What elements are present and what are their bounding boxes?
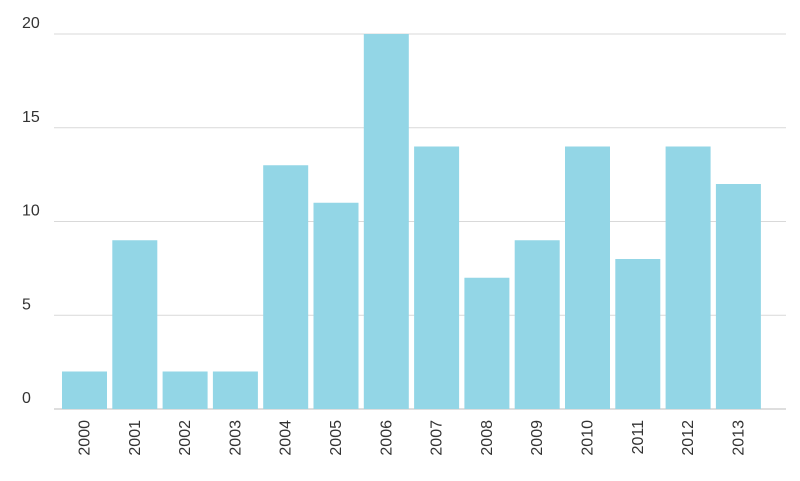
x-tick-label: 2007 (429, 420, 446, 456)
bar-2012 (665, 146, 711, 409)
bar-2002 (162, 371, 208, 409)
bar-2011 (615, 259, 661, 409)
y-axis: 0 5 10 15 20 (22, 15, 40, 407)
y-tick-label: 5 (22, 296, 31, 313)
bar-2003 (212, 371, 258, 409)
x-axis: 2000 2001 2002 2003 2004 2005 2006 2007 2008 2009… (77, 420, 748, 456)
bar-2001 (112, 240, 158, 409)
bar-2004 (263, 165, 309, 409)
x-tick-label: 2009 (529, 420, 546, 456)
x-tick-label: 2002 (177, 420, 194, 456)
y-tick-label: 15 (22, 109, 40, 126)
x-tick-label: 2008 (479, 420, 496, 456)
bar-2009 (514, 240, 560, 409)
bar-2007 (414, 146, 460, 409)
x-tick-label: 2005 (328, 420, 345, 456)
x-tick-label: 2010 (580, 420, 597, 456)
x-tick-label: 2003 (227, 420, 244, 456)
x-tick-label: 2004 (278, 420, 295, 456)
x-tick-label: 2006 (378, 420, 395, 456)
x-tick-label: 2012 (680, 420, 697, 456)
x-tick-label: 2013 (730, 420, 747, 456)
bar-2006 (363, 34, 409, 409)
y-tick-label: 0 (22, 390, 31, 407)
x-tick-label: 2001 (127, 420, 144, 456)
bar-2010 (565, 146, 610, 409)
x-tick-label: 2000 (77, 420, 94, 456)
y-tick-label: 20 (22, 15, 40, 32)
bar-2008 (464, 277, 510, 409)
y-tick-label: 10 (22, 203, 40, 220)
bar-2000 (62, 371, 107, 409)
bar-2005 (313, 202, 359, 409)
x-tick-label: 2011 (630, 420, 647, 455)
bars (62, 34, 761, 409)
bar-2013 (715, 184, 761, 409)
